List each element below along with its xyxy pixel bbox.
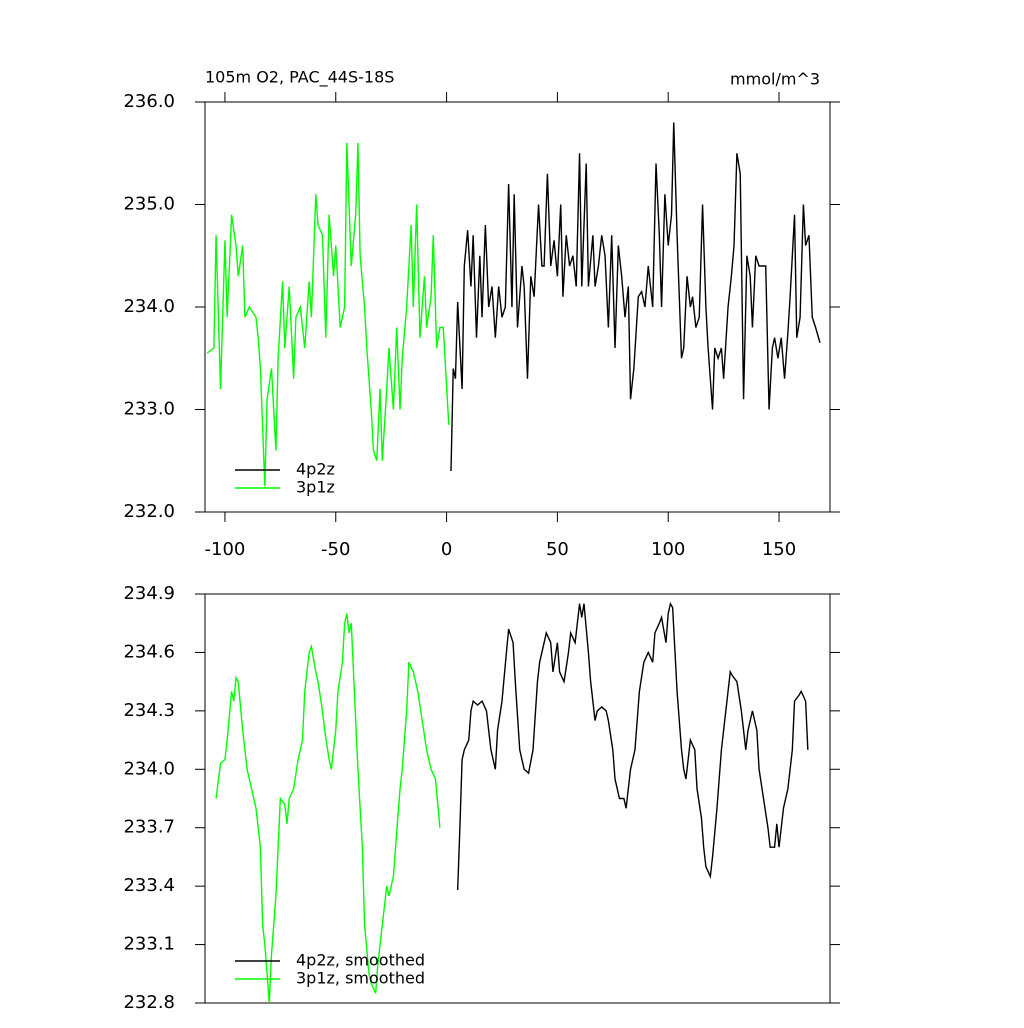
y-tick-label: 234.3 [123,700,175,721]
y-tick-label: 233.1 [123,934,175,955]
chart-title: 105m O2, PAC_44S-18S [205,68,394,88]
series-line [450,122,821,472]
plot-frame [204,593,831,1004]
legend-label: 4p2z [296,460,335,479]
series-line [215,613,441,1004]
legend-label: 4p2z, smoothed [296,951,425,970]
y-tick-label: 232.8 [123,992,175,1013]
legend-label: 3p1z [296,478,335,497]
series-line [456,601,809,891]
y-tick-label: 234.6 [123,641,175,662]
units-label: mmol/m^3 [730,70,820,89]
x-tick-label: -100 [205,539,246,560]
x-tick-label: 0 [441,539,452,560]
x-tick-label: 50 [546,539,569,560]
x-tick-label: 100 [651,539,685,560]
y-tick-label: 233.7 [123,817,175,838]
y-tick-label: 234.0 [123,758,175,779]
y-tick-label: 234.9 [123,583,175,604]
x-tick-label: 150 [762,539,796,560]
legend-label: 3p1z, smoothed [296,969,425,988]
series-line [206,142,450,487]
y-tick-label: 234.0 [123,296,175,317]
x-tick-label: -50 [321,539,350,560]
y-tick-label: 232.0 [123,501,175,522]
y-tick-label: 236.0 [123,91,175,112]
y-tick-label: 233.0 [123,399,175,420]
y-tick-label: 233.4 [123,875,175,896]
y-tick-label: 235.0 [123,194,175,215]
